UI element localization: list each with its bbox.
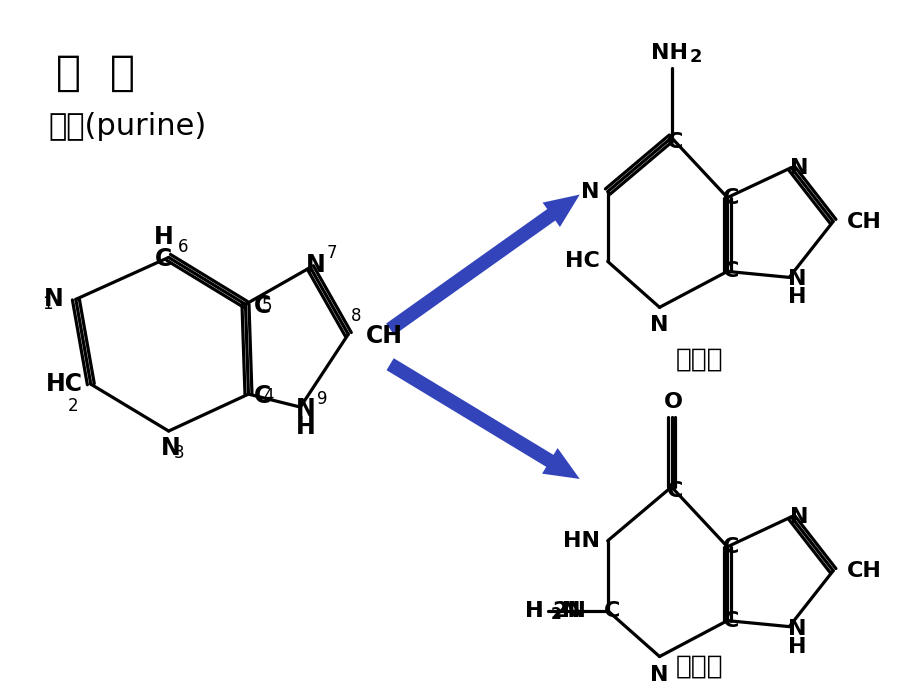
Text: 1: 1 bbox=[42, 295, 53, 313]
Text: N: N bbox=[650, 664, 668, 684]
Text: C: C bbox=[722, 188, 739, 208]
Text: C: C bbox=[722, 537, 739, 557]
Text: H: H bbox=[788, 287, 806, 307]
Text: N: N bbox=[788, 269, 806, 289]
Text: C: C bbox=[253, 384, 270, 408]
Text: N: N bbox=[789, 507, 808, 527]
Text: 2: 2 bbox=[688, 48, 701, 66]
Text: CH: CH bbox=[846, 212, 881, 232]
Text: 8: 8 bbox=[350, 307, 361, 325]
Text: 5: 5 bbox=[262, 297, 272, 315]
Text: H: H bbox=[788, 637, 806, 657]
Polygon shape bbox=[386, 195, 579, 335]
Text: 7: 7 bbox=[326, 244, 337, 262]
Text: 2: 2 bbox=[550, 607, 561, 622]
Text: H: H bbox=[153, 226, 174, 250]
Text: CH: CH bbox=[366, 324, 403, 348]
Text: C: C bbox=[722, 611, 739, 631]
Text: HC: HC bbox=[564, 251, 599, 271]
Text: 鸟嘌呤: 鸟嘌呤 bbox=[675, 653, 722, 680]
Text: 4: 4 bbox=[263, 387, 273, 405]
Text: H: H bbox=[525, 601, 543, 620]
Text: N: N bbox=[161, 436, 180, 460]
Text: NH: NH bbox=[651, 43, 687, 63]
Text: N: N bbox=[650, 315, 668, 335]
Text: 3: 3 bbox=[173, 444, 184, 462]
Text: C: C bbox=[155, 248, 172, 271]
Text: HN: HN bbox=[562, 531, 599, 551]
Text: 嘌呤(purine): 嘌呤(purine) bbox=[49, 112, 207, 141]
Text: N: N bbox=[788, 619, 806, 639]
Text: C: C bbox=[666, 132, 683, 152]
Text: N: N bbox=[581, 181, 599, 201]
Text: O: O bbox=[664, 392, 682, 412]
Text: C: C bbox=[722, 262, 739, 282]
Text: 腺嘌呤: 腺嘌呤 bbox=[675, 346, 722, 372]
Text: 6: 6 bbox=[178, 239, 188, 257]
Text: C: C bbox=[603, 601, 619, 620]
Text: HC: HC bbox=[46, 372, 83, 396]
Text: C: C bbox=[666, 481, 683, 501]
Text: C: C bbox=[253, 295, 270, 318]
Polygon shape bbox=[386, 358, 579, 479]
Text: N: N bbox=[789, 157, 808, 177]
Text: 2: 2 bbox=[67, 397, 78, 415]
Text: H: H bbox=[525, 601, 543, 620]
Text: 碱  基: 碱 基 bbox=[56, 52, 135, 94]
Text: N: N bbox=[562, 601, 580, 620]
Text: H: H bbox=[295, 415, 315, 439]
Text: N: N bbox=[305, 253, 324, 277]
Text: N: N bbox=[295, 397, 315, 421]
Text: CH: CH bbox=[846, 561, 881, 581]
Text: N: N bbox=[44, 287, 63, 311]
Text: 2N: 2N bbox=[551, 601, 585, 620]
Text: 9: 9 bbox=[317, 390, 327, 408]
